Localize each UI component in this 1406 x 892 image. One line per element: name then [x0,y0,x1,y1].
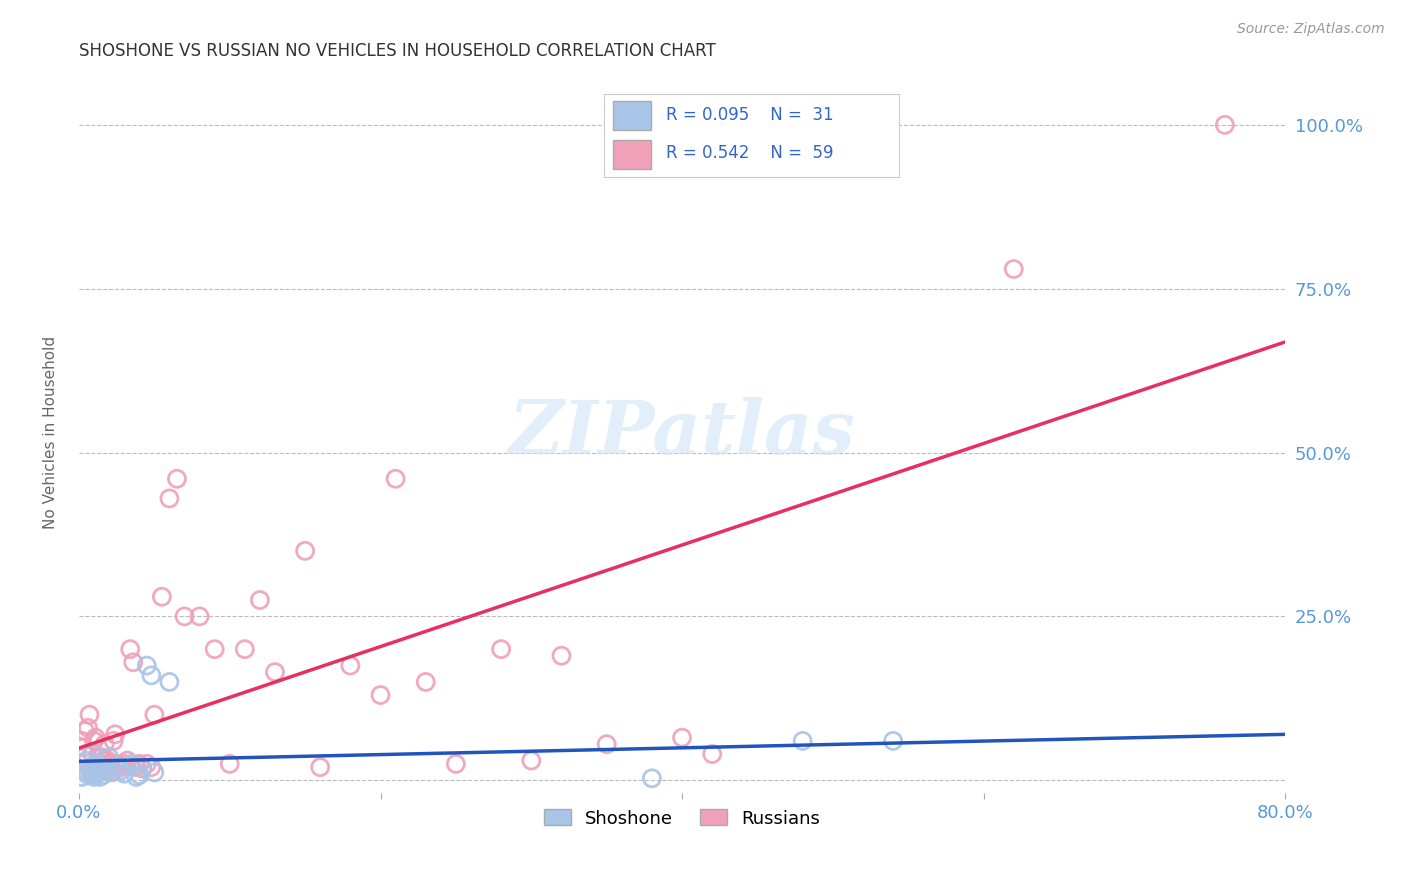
Text: ZIPatlas: ZIPatlas [509,397,855,469]
Point [89,756,111,771]
Point [120,642,142,657]
Point [104,727,127,741]
Point [98,756,121,771]
Point [122,655,145,669]
Point [157,674,180,689]
Point [444,756,467,771]
Point [82,747,104,761]
Text: SHOSHONE VS RUSSIAN NO VEHICLES IN HOUSEHOLD CORRELATION CHART: SHOSHONE VS RUSSIAN NO VEHICLES IN HOUSE… [79,42,716,60]
Point [89,770,111,784]
Point [141,760,163,774]
Point [70,734,93,748]
Point [489,642,512,657]
Point [1213,118,1236,132]
Point [249,593,271,607]
Point [79,707,101,722]
Point [112,766,135,780]
Point [550,648,572,663]
Point [91,768,114,782]
Point [105,756,128,771]
Point [204,642,226,657]
Point [218,756,240,771]
Point [128,756,150,771]
Point [128,768,150,782]
Legend: Shoshone, Russians: Shoshone, Russians [536,802,828,835]
Point [87,750,110,764]
Point [84,756,107,771]
Point [77,721,100,735]
Point [82,760,104,774]
Point [87,764,110,778]
Point [702,747,724,761]
Point [150,590,173,604]
Point [73,764,96,778]
Point [86,766,108,780]
Point [125,760,148,774]
Point [91,754,114,768]
Point [141,668,163,682]
Point [80,766,103,780]
Point [135,756,157,771]
Point [76,754,98,768]
Point [101,764,124,778]
Point [1002,262,1025,277]
Point [90,750,112,764]
Point [84,731,107,745]
Point [72,740,94,755]
Point [370,688,392,702]
Point [110,764,132,778]
Point [121,756,143,771]
Point [641,772,664,786]
Point [90,760,112,774]
Point [94,760,117,774]
Point [83,734,105,748]
Text: Source: ZipAtlas.com: Source: ZipAtlas.com [1237,22,1385,37]
Point [882,734,904,748]
Point [77,768,100,782]
Point [86,760,108,774]
Point [105,760,128,774]
Point [264,665,287,679]
Point [173,609,195,624]
Point [131,761,153,775]
Point [110,760,132,774]
Point [143,765,166,780]
Y-axis label: No Vehicles in Household: No Vehicles in Household [44,336,58,530]
Point [80,764,103,778]
Point [94,764,117,778]
Point [70,770,93,784]
Point [188,609,211,624]
Point [384,472,406,486]
Point [309,760,332,774]
Point [415,674,437,689]
Point [166,472,188,486]
Point [115,754,138,768]
Point [671,731,693,745]
Point [792,734,814,748]
Point [76,747,98,761]
Point [595,737,617,751]
Point [93,737,115,751]
Point [339,658,361,673]
Point [125,770,148,784]
Point [79,760,101,774]
Point [294,544,316,558]
Point [233,642,256,657]
Point [101,765,124,780]
Point [131,761,153,775]
Point [83,770,105,784]
Point [143,707,166,722]
Point [73,724,96,739]
Point [112,756,135,771]
Point [157,491,180,506]
Point [98,750,121,764]
Point [520,754,543,768]
Point [103,734,125,748]
Point [135,658,157,673]
Point [97,754,120,768]
